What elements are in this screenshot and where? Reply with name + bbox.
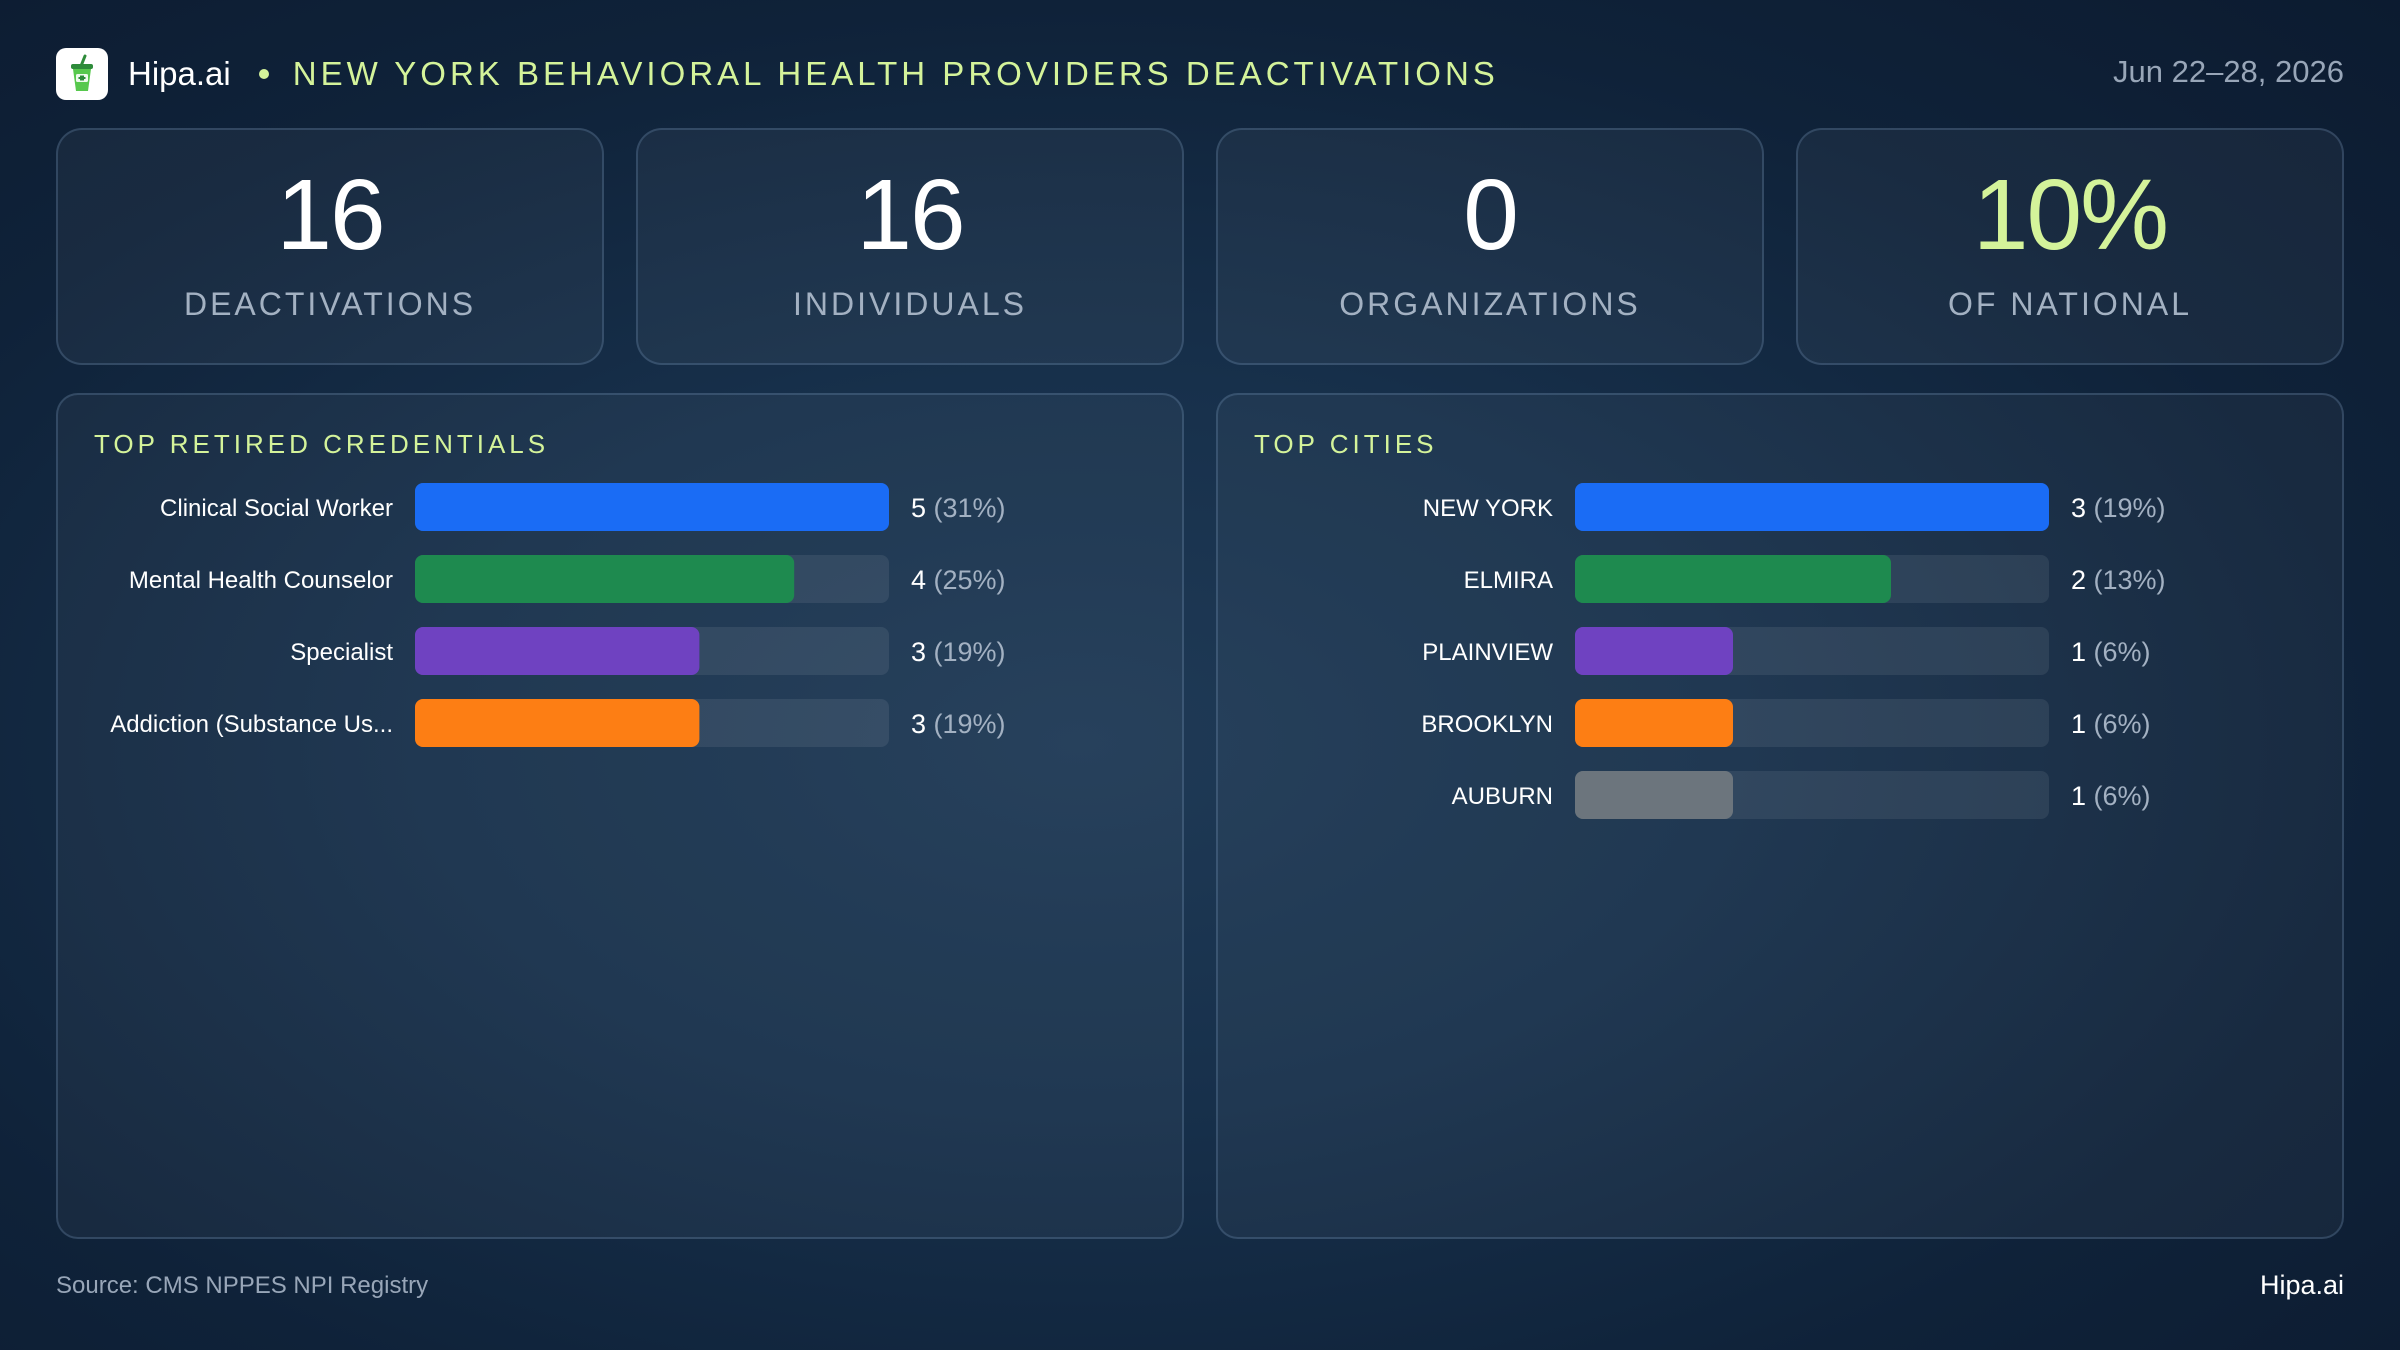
category-label: PLAINVIEW bbox=[1422, 639, 1553, 666]
value-label: 1 (6%) bbox=[2071, 709, 2151, 739]
category-label: Specialist bbox=[290, 639, 393, 666]
page-title: NEW YORK BEHAVIORAL HEALTH PROVIDERS DEA… bbox=[292, 55, 1499, 92]
category-label: NEW YORK bbox=[1423, 495, 1553, 522]
category-label: Clinical Social Worker bbox=[160, 495, 393, 522]
credentials-bar-chart: Clinical Social Worker 5 (31%) Mental Heal… bbox=[110, 483, 1006, 747]
source-note: Source: CMS NPPES NPI Registry bbox=[56, 1272, 429, 1299]
bar bbox=[1575, 771, 1733, 819]
value-label: 2 (13%) bbox=[2071, 565, 2166, 595]
category-label: Mental Health Counselor bbox=[129, 567, 393, 594]
brand-name: Hipa.ai bbox=[128, 55, 231, 92]
category-label: Addiction (Substance Us... bbox=[110, 711, 393, 738]
value-label: 1 (6%) bbox=[2071, 781, 2151, 811]
bar bbox=[415, 627, 700, 675]
cities-bar-chart: NEW YORK 3 (19%) ELMIRA 2 (13%) PLAINVIEW 1 (… bbox=[1421, 483, 2166, 819]
credentials-panel: TOP RETIRED CREDENTIALS Clinical Social … bbox=[56, 393, 1184, 1239]
value-label: 4 (25%) bbox=[911, 565, 1006, 595]
stat-label: INDIVIDUALS bbox=[793, 286, 1027, 322]
stat-card-of-national: 10% OF NATIONAL bbox=[1796, 128, 2344, 365]
stat-value: 16 bbox=[856, 159, 965, 271]
value-label: 3 (19%) bbox=[911, 637, 1006, 667]
stat-label: DEACTIVATIONS bbox=[183, 286, 477, 322]
cities-panel: TOP CITIES NEW YORK 3 (19%) ELMIRA 2 (13%) P… bbox=[1216, 393, 2344, 1239]
panel-title: TOP CITIES bbox=[1254, 429, 1438, 459]
value-label: 5 (31%) bbox=[911, 493, 1006, 523]
stat-card-individuals: 16 INDIVIDUALS bbox=[636, 128, 1184, 365]
stat-card-deactivations: 16 DEACTIVATIONS bbox=[56, 128, 604, 365]
cup-with-straw-icon bbox=[56, 48, 108, 100]
value-label: 1 (6%) bbox=[2071, 637, 2151, 667]
stat-value: 16 bbox=[276, 159, 385, 271]
header: Hipa.ai NEW YORK BEHAVIORAL HEALTH PROVI… bbox=[56, 46, 2344, 102]
panel-title: TOP RETIRED CREDENTIALS bbox=[94, 429, 550, 459]
stat-label: OF NATIONAL bbox=[1948, 286, 2192, 322]
bar bbox=[415, 699, 700, 747]
date-range: Jun 22–28, 2026 bbox=[2113, 54, 2344, 89]
value-label: 3 (19%) bbox=[911, 709, 1006, 739]
category-label: BROOKLYN bbox=[1421, 711, 1553, 738]
bar bbox=[1575, 627, 1733, 675]
value-label: 3 (19%) bbox=[2071, 493, 2166, 523]
separator-dot bbox=[258, 69, 269, 79]
stat-value: 10% bbox=[1972, 159, 2169, 271]
bar bbox=[1575, 699, 1733, 747]
category-label: AUBURN bbox=[1452, 783, 1553, 810]
bar bbox=[1575, 555, 1891, 603]
stat-card-organizations: 0 ORGANIZATIONS bbox=[1216, 128, 1764, 365]
footer-brand: Hipa.ai bbox=[2259, 1270, 2344, 1300]
bar bbox=[415, 483, 889, 531]
category-label: ELMIRA bbox=[1464, 567, 1553, 594]
bar bbox=[1575, 483, 2049, 531]
stat-label: ORGANIZATIONS bbox=[1339, 286, 1641, 322]
stat-value: 0 bbox=[1463, 159, 1519, 271]
bar bbox=[415, 555, 795, 603]
